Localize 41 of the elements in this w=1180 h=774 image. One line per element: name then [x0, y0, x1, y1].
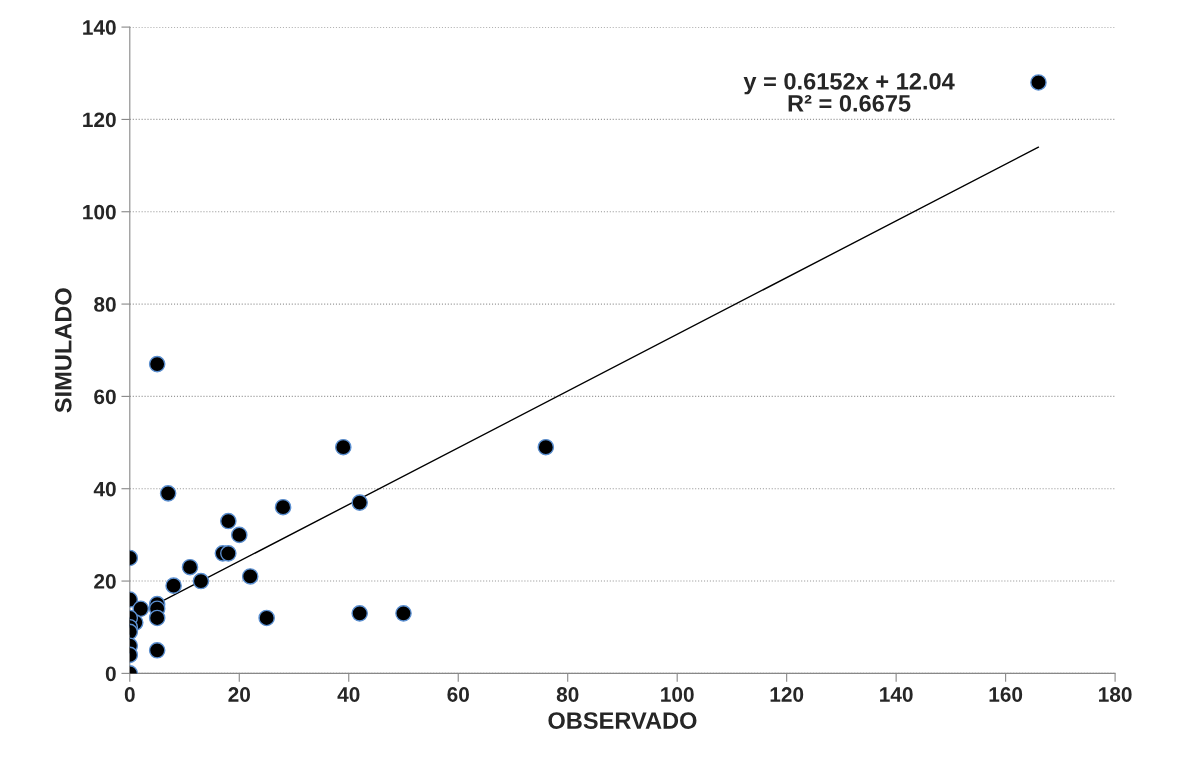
point: [165, 577, 182, 594]
y-tick-label: 100: [83, 204, 116, 220]
point: [241, 568, 259, 585]
x-tick-label: 40: [337, 687, 360, 702]
x-tick-label: 100: [661, 687, 694, 702]
x-tick-label: 160: [989, 687, 1023, 702]
x-tick-label: 0: [124, 687, 135, 702]
y-tick-label: 0: [105, 666, 116, 682]
x-tick-label: 80: [556, 687, 579, 702]
x-axis-title: OBSERVADO: [548, 712, 697, 729]
x-tick-label: 140: [880, 687, 913, 702]
y-tick-label: 20: [94, 574, 116, 589]
point: [192, 572, 210, 590]
y-tick-label: 80: [94, 297, 116, 312]
annotation: y = 0.6152x + 12.04 R² = 0.6675: [743, 72, 955, 112]
point: [274, 498, 292, 516]
y-tick-label: 60: [94, 389, 116, 405]
x-tick-label: 20: [228, 687, 251, 702]
point: [148, 609, 166, 627]
point: [230, 526, 248, 544]
point: [159, 485, 177, 502]
point: [258, 609, 275, 627]
point: [148, 641, 166, 659]
point: [220, 545, 237, 562]
point: [181, 558, 199, 576]
y-tick-label: 140: [83, 20, 116, 35]
point: [395, 605, 412, 622]
point: [334, 438, 352, 456]
x-tick-label: 120: [770, 687, 804, 702]
point: [148, 355, 166, 373]
y-tick-label: 120: [83, 112, 116, 128]
point: [351, 494, 369, 511]
point: [1030, 74, 1047, 91]
point: [351, 605, 369, 622]
x-tick-label: 180: [1099, 687, 1132, 702]
y-tick-label: 40: [93, 481, 116, 497]
point: [537, 438, 555, 456]
y-axis-title: SIMULADO: [54, 288, 72, 413]
point: [220, 512, 237, 530]
point: [132, 600, 150, 618]
x-tick-label: 60: [447, 687, 469, 702]
